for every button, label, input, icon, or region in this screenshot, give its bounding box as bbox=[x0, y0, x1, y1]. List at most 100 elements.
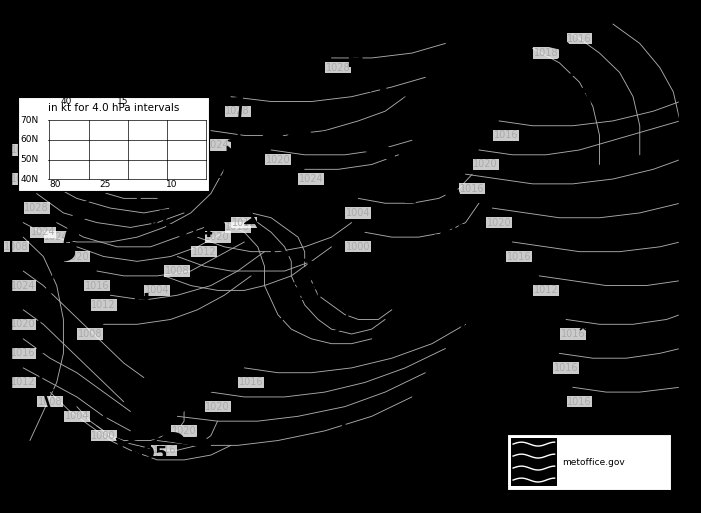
Polygon shape bbox=[39, 328, 48, 333]
Text: 1016: 1016 bbox=[85, 281, 109, 290]
Polygon shape bbox=[290, 285, 298, 290]
Polygon shape bbox=[324, 328, 329, 334]
Polygon shape bbox=[245, 218, 256, 224]
Wedge shape bbox=[382, 263, 407, 274]
Polygon shape bbox=[581, 106, 591, 110]
Polygon shape bbox=[339, 305, 347, 309]
Wedge shape bbox=[315, 131, 342, 143]
Text: 1008: 1008 bbox=[78, 329, 102, 339]
Polygon shape bbox=[41, 308, 51, 313]
Polygon shape bbox=[181, 401, 191, 408]
Polygon shape bbox=[160, 413, 170, 422]
Text: 1012: 1012 bbox=[91, 300, 116, 310]
Polygon shape bbox=[266, 323, 278, 330]
Wedge shape bbox=[162, 433, 184, 443]
Text: 1012: 1012 bbox=[192, 247, 217, 256]
Wedge shape bbox=[287, 130, 314, 140]
Wedge shape bbox=[299, 266, 324, 280]
Wedge shape bbox=[325, 289, 339, 298]
Polygon shape bbox=[292, 288, 304, 294]
Polygon shape bbox=[160, 210, 170, 215]
Polygon shape bbox=[38, 348, 48, 354]
Bar bbox=[507, 434, 672, 490]
Wedge shape bbox=[234, 141, 258, 157]
Polygon shape bbox=[259, 236, 270, 244]
Text: 1020: 1020 bbox=[486, 218, 511, 228]
Polygon shape bbox=[184, 174, 193, 180]
Wedge shape bbox=[447, 186, 459, 205]
Text: 998: 998 bbox=[432, 223, 470, 241]
Bar bbox=[18, 96, 209, 191]
Polygon shape bbox=[440, 229, 450, 235]
Wedge shape bbox=[343, 137, 369, 150]
Text: 1016: 1016 bbox=[507, 251, 531, 262]
Wedge shape bbox=[170, 188, 182, 200]
Wedge shape bbox=[369, 146, 394, 161]
Text: 1014: 1014 bbox=[164, 223, 214, 241]
Text: 1000: 1000 bbox=[91, 431, 116, 441]
Wedge shape bbox=[426, 149, 447, 166]
Wedge shape bbox=[62, 244, 74, 261]
Polygon shape bbox=[55, 269, 65, 274]
Text: 1023: 1023 bbox=[372, 460, 422, 478]
Polygon shape bbox=[459, 263, 470, 268]
Polygon shape bbox=[228, 137, 239, 144]
Bar bbox=[511, 438, 557, 486]
Text: 1016: 1016 bbox=[239, 378, 264, 387]
Polygon shape bbox=[200, 387, 211, 394]
Text: L: L bbox=[402, 187, 415, 207]
Text: 15: 15 bbox=[117, 97, 129, 106]
Wedge shape bbox=[409, 272, 432, 287]
Wedge shape bbox=[283, 297, 291, 308]
Polygon shape bbox=[236, 198, 248, 204]
Text: 50N: 50N bbox=[20, 155, 39, 164]
Polygon shape bbox=[236, 357, 247, 364]
Wedge shape bbox=[521, 36, 544, 46]
Polygon shape bbox=[229, 117, 240, 123]
Wedge shape bbox=[547, 40, 570, 50]
Text: 1020: 1020 bbox=[205, 402, 230, 411]
Text: 1004: 1004 bbox=[145, 285, 170, 295]
Text: 1024: 1024 bbox=[299, 174, 324, 184]
Text: in kt for 4.0 hPa intervals: in kt for 4.0 hPa intervals bbox=[48, 103, 179, 112]
Text: 1020: 1020 bbox=[64, 251, 89, 262]
Text: 1016: 1016 bbox=[554, 363, 578, 373]
Text: 25: 25 bbox=[100, 180, 111, 189]
Wedge shape bbox=[326, 261, 351, 271]
Text: 1024: 1024 bbox=[11, 281, 36, 290]
Wedge shape bbox=[395, 157, 417, 174]
Text: 1016: 1016 bbox=[226, 223, 250, 232]
Text: 1016: 1016 bbox=[11, 348, 36, 359]
Text: 1020: 1020 bbox=[172, 426, 196, 436]
Text: 1024: 1024 bbox=[31, 227, 55, 238]
Polygon shape bbox=[230, 97, 242, 103]
Text: 10: 10 bbox=[166, 180, 178, 189]
Text: 1024: 1024 bbox=[44, 232, 69, 242]
Text: H: H bbox=[346, 51, 364, 71]
Text: 1012: 1012 bbox=[11, 378, 36, 387]
Text: 60N: 60N bbox=[20, 135, 39, 145]
Text: 1003: 1003 bbox=[298, 286, 348, 304]
Polygon shape bbox=[252, 340, 264, 347]
Polygon shape bbox=[280, 251, 290, 259]
Polygon shape bbox=[460, 302, 471, 307]
Text: L: L bbox=[181, 129, 194, 148]
Text: 70N: 70N bbox=[20, 116, 39, 125]
Polygon shape bbox=[219, 372, 230, 380]
Text: 1016: 1016 bbox=[494, 130, 518, 141]
Text: 80: 80 bbox=[49, 180, 60, 189]
Text: 1020: 1020 bbox=[11, 319, 36, 329]
Text: L: L bbox=[100, 409, 114, 429]
Text: 1028: 1028 bbox=[225, 106, 250, 116]
Text: 1020: 1020 bbox=[205, 232, 230, 242]
Text: 1025: 1025 bbox=[164, 329, 214, 347]
Wedge shape bbox=[135, 430, 158, 438]
Text: 1027: 1027 bbox=[379, 87, 428, 105]
Text: L: L bbox=[268, 250, 281, 269]
Polygon shape bbox=[576, 87, 587, 92]
Polygon shape bbox=[454, 321, 465, 326]
Text: 1008: 1008 bbox=[38, 397, 62, 407]
Text: H: H bbox=[339, 424, 357, 444]
Text: 1008: 1008 bbox=[4, 242, 29, 252]
Wedge shape bbox=[443, 167, 457, 185]
